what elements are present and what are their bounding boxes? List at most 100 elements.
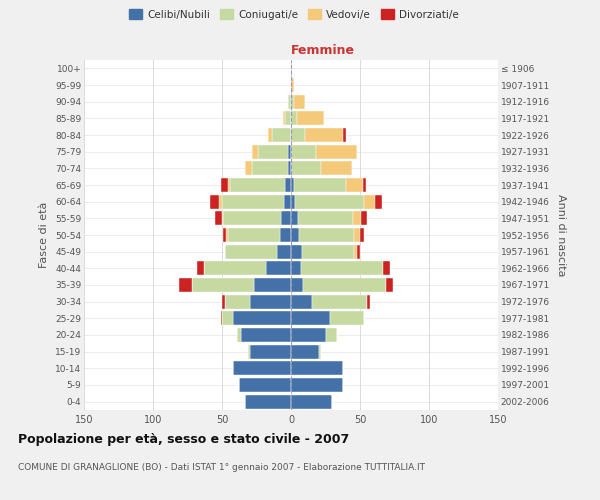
Bar (291, 194, 295, 209)
Bar (227, 228, 280, 242)
Bar (245, 162, 253, 175)
Bar (291, 361, 343, 376)
Bar (239, 378, 291, 392)
Bar (245, 394, 291, 409)
Bar (179, 278, 191, 292)
Bar (383, 261, 391, 276)
Bar (361, 211, 367, 226)
Bar (223, 228, 226, 242)
Bar (266, 261, 291, 276)
Bar (291, 112, 296, 126)
Bar (284, 194, 291, 209)
Bar (209, 194, 219, 209)
Bar (291, 328, 325, 342)
Bar (364, 194, 375, 209)
Bar (291, 394, 332, 409)
Bar (294, 94, 305, 109)
Bar (288, 162, 291, 175)
Bar (253, 162, 288, 175)
Bar (291, 128, 305, 142)
Y-axis label: Anni di nascita: Anni di nascita (556, 194, 566, 276)
Bar (325, 328, 337, 342)
Bar (291, 211, 298, 226)
Bar (301, 261, 383, 276)
Bar (286, 112, 291, 126)
Bar (237, 328, 241, 342)
Bar (226, 228, 227, 242)
Bar (312, 294, 367, 308)
Bar (222, 311, 233, 326)
Bar (291, 144, 316, 159)
Bar (288, 94, 291, 109)
Bar (367, 294, 370, 308)
Bar (204, 261, 266, 276)
Bar (291, 278, 304, 292)
Bar (277, 244, 291, 259)
Bar (241, 328, 291, 342)
Bar (254, 278, 291, 292)
Bar (248, 344, 250, 359)
Text: Popolazione per età, sesso e stato civile - 2007: Popolazione per età, sesso e stato civil… (18, 432, 349, 446)
Bar (288, 144, 291, 159)
Y-axis label: Fasce di età: Fasce di età (40, 202, 49, 268)
Bar (302, 244, 355, 259)
Bar (222, 211, 223, 226)
Bar (296, 112, 324, 126)
Bar (304, 278, 386, 292)
Bar (215, 211, 222, 226)
Bar (355, 244, 357, 259)
Bar (268, 128, 272, 142)
Bar (233, 361, 291, 376)
Bar (291, 162, 322, 175)
Bar (280, 228, 291, 242)
Bar (386, 278, 393, 292)
Bar (225, 244, 277, 259)
Bar (286, 178, 291, 192)
Legend: Celibi/Nubili, Coniugati/e, Vedovi/e, Divorziati/e: Celibi/Nubili, Coniugati/e, Vedovi/e, Di… (125, 5, 463, 24)
Bar (291, 228, 299, 242)
Bar (322, 162, 352, 175)
Text: Femmine: Femmine (291, 44, 355, 57)
Bar (357, 244, 360, 259)
Bar (298, 211, 353, 226)
Bar (233, 311, 291, 326)
Bar (222, 194, 284, 209)
Bar (291, 378, 343, 392)
Bar (346, 178, 363, 192)
Bar (272, 128, 291, 142)
Bar (222, 294, 225, 308)
Bar (197, 261, 204, 276)
Bar (291, 261, 301, 276)
Bar (291, 294, 312, 308)
Bar (230, 178, 286, 192)
Bar (219, 194, 222, 209)
Bar (291, 344, 319, 359)
Bar (353, 211, 361, 226)
Bar (291, 244, 302, 259)
Bar (221, 178, 227, 192)
Bar (291, 78, 294, 92)
Bar (291, 94, 294, 109)
Bar (258, 144, 288, 159)
Bar (250, 344, 291, 359)
Bar (191, 278, 254, 292)
Bar (281, 211, 291, 226)
Bar (363, 178, 365, 192)
Bar (250, 294, 291, 308)
Bar (227, 178, 230, 192)
Bar (316, 144, 357, 159)
Bar (291, 311, 329, 326)
Bar (291, 178, 294, 192)
Bar (221, 311, 222, 326)
Bar (253, 144, 258, 159)
Bar (223, 211, 281, 226)
Bar (295, 194, 364, 209)
Bar (360, 228, 364, 242)
Bar (375, 194, 382, 209)
Bar (294, 178, 346, 192)
Bar (355, 228, 360, 242)
Bar (291, 62, 292, 76)
Bar (225, 294, 250, 308)
Text: COMUNE DI GRANAGLIONE (BO) - Dati ISTAT 1° gennaio 2007 - Elaborazione TUTTITALI: COMUNE DI GRANAGLIONE (BO) - Dati ISTAT … (18, 462, 425, 471)
Bar (283, 112, 286, 126)
